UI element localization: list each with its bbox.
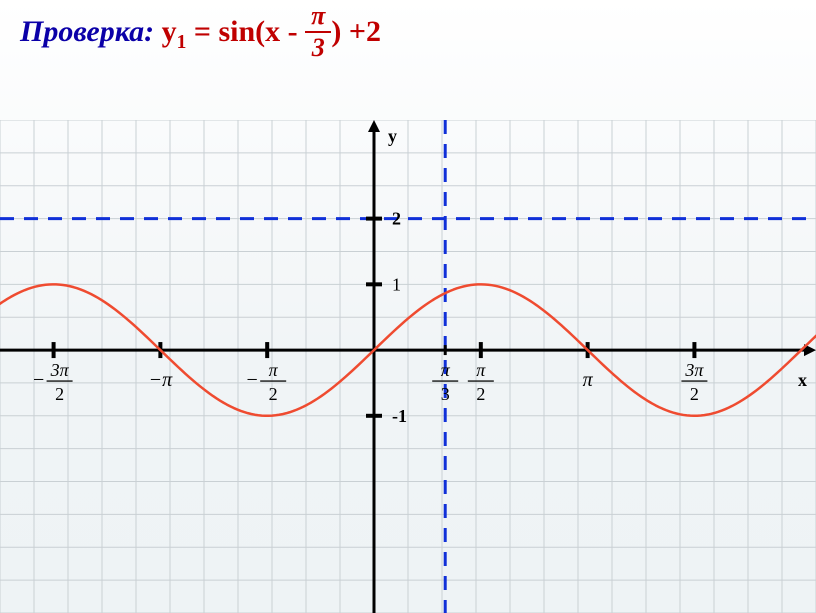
xtick-frac-den: 3 bbox=[441, 384, 450, 404]
ytick-label: -1 bbox=[392, 406, 407, 426]
title-equation: y1 = sin(x - π3) +2 bbox=[162, 15, 381, 48]
x-axis-label: x bbox=[798, 370, 807, 390]
xtick-frac-num: 3π bbox=[684, 360, 704, 380]
xtick-neg: − bbox=[247, 369, 258, 391]
xtick-frac-den: 2 bbox=[269, 384, 278, 404]
xtick-frac-den: 2 bbox=[55, 384, 64, 404]
ytick-label: 2 bbox=[392, 209, 401, 229]
xtick-frac-den: 2 bbox=[690, 384, 699, 404]
title-prefix: Проверка: bbox=[20, 15, 154, 48]
xtick-frac-num: π bbox=[476, 360, 486, 380]
xtick-frac-den: 2 bbox=[476, 384, 485, 404]
xtick-frac-num: π bbox=[269, 360, 279, 380]
xtick-frac-num: π bbox=[441, 360, 451, 380]
xtick-frac-num: 3π bbox=[50, 360, 70, 380]
page-title: Проверка: y1 = sin(x - π3) +2 bbox=[20, 5, 381, 63]
xtick-neg: − bbox=[33, 369, 44, 391]
chart: yx3π2−−ππ2−π3π2π3π212-1 bbox=[0, 120, 816, 613]
title-fraction: π3 bbox=[305, 3, 331, 61]
xtick-label: π bbox=[583, 369, 594, 391]
ytick-label: 1 bbox=[392, 274, 401, 294]
y-axis-label: y bbox=[388, 126, 397, 146]
xtick-label: −π bbox=[149, 369, 173, 391]
